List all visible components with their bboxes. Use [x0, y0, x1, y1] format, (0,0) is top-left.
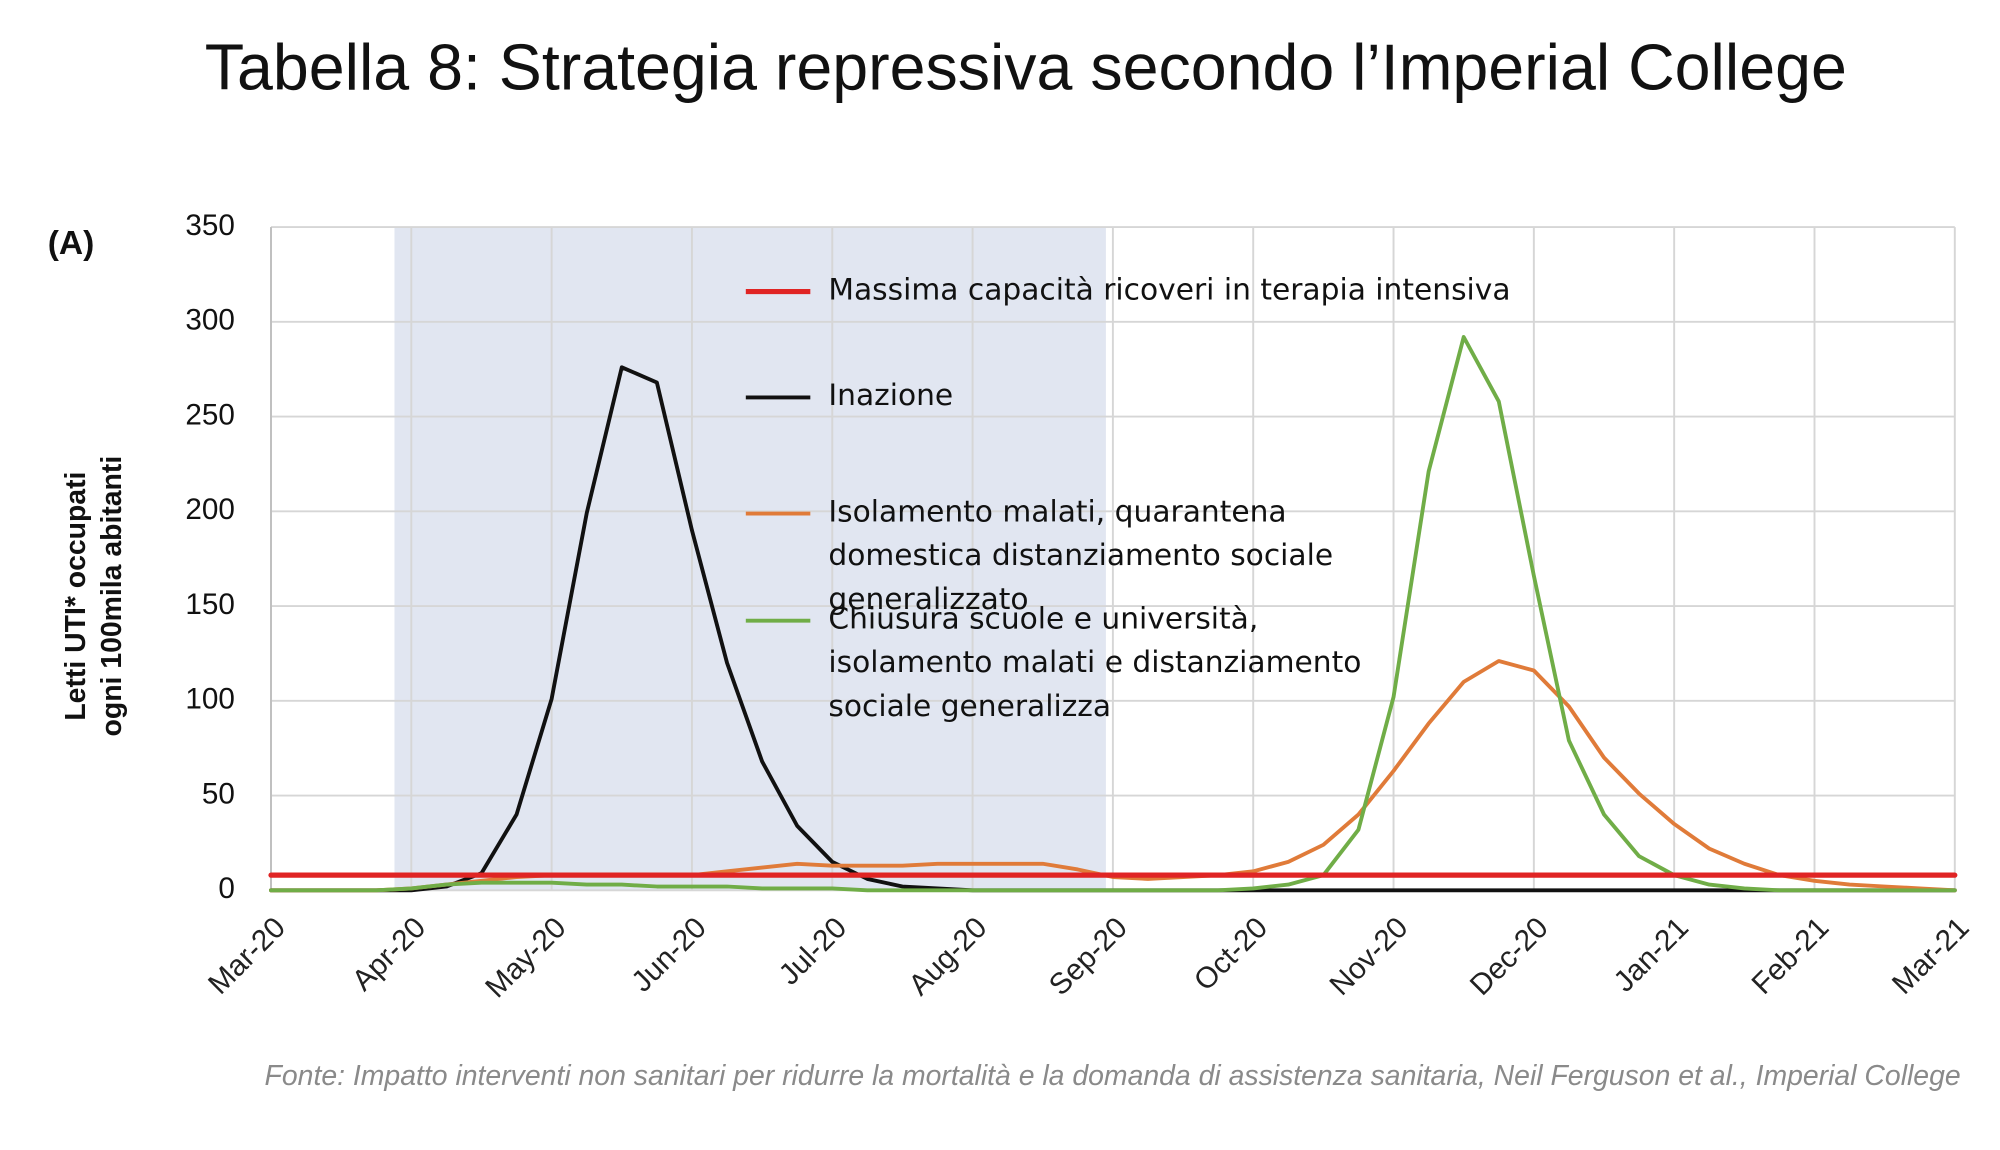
- y-tick-label: 0: [218, 872, 235, 905]
- x-tick-label: Dec-20: [1464, 911, 1555, 1002]
- chart-title: Tabella 8: Strategia repressiva secondo …: [205, 31, 1847, 103]
- x-tick-label: Nov-20: [1323, 911, 1414, 1002]
- panel-label: (A): [48, 225, 95, 262]
- source-box: Fonte: Impatto interventi non sanitari p…: [264, 1059, 1961, 1092]
- legend-entry-box: Chiusura scuole e università, isolamento…: [828, 602, 1362, 724]
- y-tick-label: 50: [202, 777, 235, 810]
- y-tick-label: 100: [185, 683, 234, 716]
- x-tick-label: Aug-20: [902, 911, 993, 1002]
- y-tick-label: 250: [185, 398, 234, 431]
- legend-entry: Isolamento malati, quarantena domestica …: [828, 495, 1334, 617]
- y-tick-label: 150: [185, 588, 234, 621]
- x-tick-label: Apr-20: [346, 911, 432, 997]
- x-tick-label: Mar-20: [202, 911, 292, 1001]
- x-tick-label: Feb-21: [1746, 911, 1836, 1001]
- x-tick-label: Jul-20: [773, 911, 853, 991]
- y-tick-label: 300: [185, 304, 234, 337]
- y-tick-label: 350: [185, 209, 234, 242]
- legend-entry: Massima capacità ricoveri in terapia int…: [828, 273, 1511, 308]
- x-tick-label: Sep-20: [1043, 911, 1134, 1002]
- y-label-line: Letti UTI* occupati: [60, 472, 92, 721]
- legend-entry-box: Isolamento malati, quarantena domestica …: [828, 495, 1334, 617]
- x-tick-label: Jan-21: [1608, 911, 1695, 998]
- shaded-period: [394, 227, 1106, 891]
- x-tick-label: Mar-21: [1886, 911, 1976, 1001]
- y-tick-label: 200: [185, 493, 234, 526]
- x-tick-label: Jun-20: [625, 911, 712, 998]
- legend-entry: Inazione: [828, 379, 954, 413]
- y-label-line: ogni 100mila abitanti: [96, 456, 128, 737]
- x-tick-label: Oct-20: [1188, 911, 1274, 997]
- x-tick-label: May-20: [479, 911, 572, 1004]
- legend-entry-box: Massima capacità ricoveri in terapia int…: [828, 273, 1511, 308]
- y-axis-label: Letti UTI* occupati ogni 100mila abitant…: [60, 456, 128, 737]
- legend-entry: Chiusura scuole e università, isolamento…: [828, 602, 1362, 724]
- source-note: Fonte: Impatto interventi non sanitari p…: [264, 1059, 1961, 1092]
- legend-entry-box: Inazione: [828, 379, 954, 413]
